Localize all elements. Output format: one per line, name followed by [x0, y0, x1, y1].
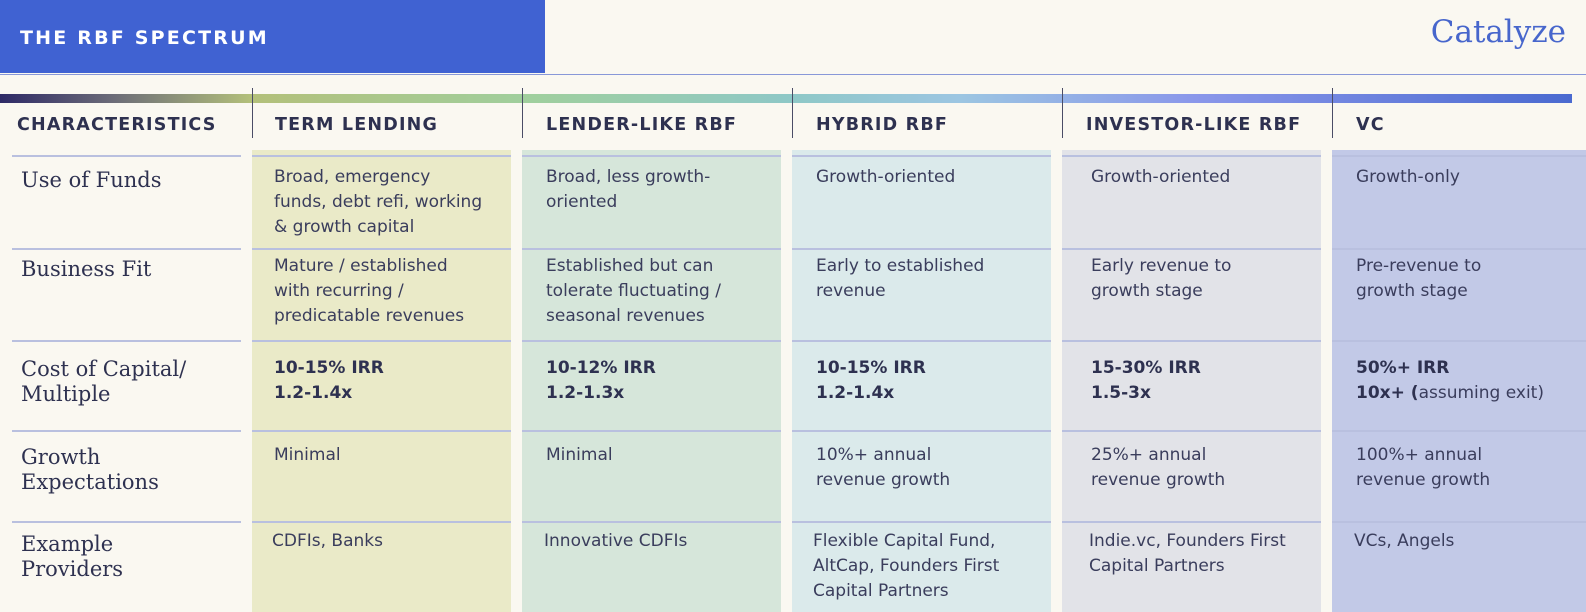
cell-use-of-funds-vc: Growth-only [1356, 167, 1460, 187]
cell-use-of-funds-term-lending: Broad, emergency funds, debt refi, workin… [274, 167, 483, 237]
row-separator [12, 248, 241, 250]
cell-use-of-funds-lender-like: Broad, less growth-oriented [546, 167, 711, 212]
cell-cost-vc: 50%+ IRR 10x+ (assuming exit) [1356, 358, 1544, 403]
row-separator [12, 340, 241, 342]
cell-cost-term-lending: 10-15% IRR 1.2-1.4x [274, 358, 384, 403]
cell-growth-lender-like: Minimal [546, 445, 613, 465]
row-separator [1332, 430, 1586, 432]
row-separator [252, 430, 511, 432]
column-divider [1332, 88, 1333, 138]
row-label-use-of-funds: Use of Funds [21, 168, 162, 192]
row-separator [1332, 521, 1586, 523]
column-divider [792, 88, 793, 138]
row-label-growth-expectations: Growth Expectations [21, 445, 159, 494]
row-separator [12, 155, 241, 157]
row-separator [522, 340, 781, 342]
row-separator [522, 155, 781, 157]
row-separator [1332, 248, 1586, 250]
column-header-investor-like: INVESTOR-LIKE RBF [1086, 115, 1302, 135]
column-bg-investor-like [1062, 150, 1321, 612]
row-separator [522, 248, 781, 250]
column-bg-term-lending [252, 150, 511, 612]
row-label-business-fit: Business Fit [21, 257, 152, 281]
cell-cost-hybrid: 10-15% IRR 1.2-1.4x [816, 358, 926, 403]
cell-growth-investor-like: 25%+ annual revenue growth [1091, 445, 1226, 490]
row-separator [522, 521, 781, 523]
row-separator [12, 430, 241, 432]
column-bg-lender-like [522, 150, 781, 612]
cell-providers-investor-like: Indie.vc, Founders First Capital Partners [1089, 531, 1286, 576]
row-separator [252, 521, 511, 523]
cell-business-fit-investor-like: Early revenue to growth stage [1091, 256, 1232, 301]
cell-providers-term-lending: CDFIs, Banks [272, 531, 383, 551]
cell-growth-vc: 100%+ annual revenue growth [1356, 445, 1491, 490]
column-header-hybrid: HYBRID RBF [816, 115, 949, 135]
row-separator [1332, 340, 1586, 342]
row-separator [1062, 155, 1321, 157]
row-separator [792, 340, 1051, 342]
column-header-term-lending: TERM LENDING [275, 115, 439, 135]
row-separator [1062, 521, 1321, 523]
row-separator [792, 430, 1051, 432]
row-separator [1062, 248, 1321, 250]
column-divider [252, 88, 253, 138]
row-separator [792, 155, 1051, 157]
column-bg-vc [1332, 150, 1586, 612]
cell-growth-term-lending: Minimal [274, 445, 341, 465]
cell-use-of-funds-investor-like: Growth-oriented [1091, 167, 1231, 187]
row-separator [1332, 155, 1586, 157]
row-separator [252, 248, 511, 250]
row-separator [792, 248, 1051, 250]
cell-providers-vc: VCs, Angels [1354, 531, 1455, 551]
row-separator [1062, 430, 1321, 432]
column-header-lender-like: LENDER-LIKE RBF [546, 115, 738, 135]
row-separator [252, 340, 511, 342]
cell-providers-lender-like: Innovative CDFIs [544, 531, 688, 551]
row-separator [792, 521, 1051, 523]
cell-business-fit-lender-like: Established but can tolerate fluctuating … [546, 256, 721, 326]
header-divider [0, 74, 1586, 75]
row-label-cost-of-capital: Cost of Capital/Multiple [21, 357, 187, 406]
column-divider [522, 88, 523, 138]
column-bg-hybrid [792, 150, 1051, 612]
cell-business-fit-term-lending: Mature / established with recurring / pred… [274, 256, 465, 326]
cell-business-fit-vc: Pre-revenue to growth stage [1356, 256, 1482, 301]
page-title: THE RBF SPECTRUM [20, 27, 269, 49]
cell-cost-lender-like: 10-12% IRR 1.2-1.3x [546, 358, 656, 403]
cell-use-of-funds-hybrid: Growth-oriented [816, 167, 956, 187]
row-label-example-providers: Example Providers [21, 532, 124, 581]
row-separator [522, 430, 781, 432]
cell-providers-hybrid: Flexible Capital Fund, AltCap, Founders F… [813, 531, 1000, 601]
column-divider [1062, 88, 1063, 138]
cell-cost-investor-like: 15-30% IRR 1.5-3x [1091, 358, 1201, 403]
row-separator [252, 155, 511, 157]
cell-business-fit-hybrid: Early to established revenue [816, 256, 985, 301]
row-separator [12, 521, 241, 523]
spectrum-gradient-bar [0, 94, 1572, 103]
title-banner: THE RBF SPECTRUM [0, 0, 545, 73]
column-header-vc: VC [1356, 115, 1385, 135]
cell-growth-hybrid: 10%+ annual revenue growth [816, 445, 951, 490]
column-header-characteristics: CHARACTERISTICS [17, 115, 217, 135]
row-separator [1062, 340, 1321, 342]
brand-logo-text: Catalyze [1430, 14, 1566, 50]
